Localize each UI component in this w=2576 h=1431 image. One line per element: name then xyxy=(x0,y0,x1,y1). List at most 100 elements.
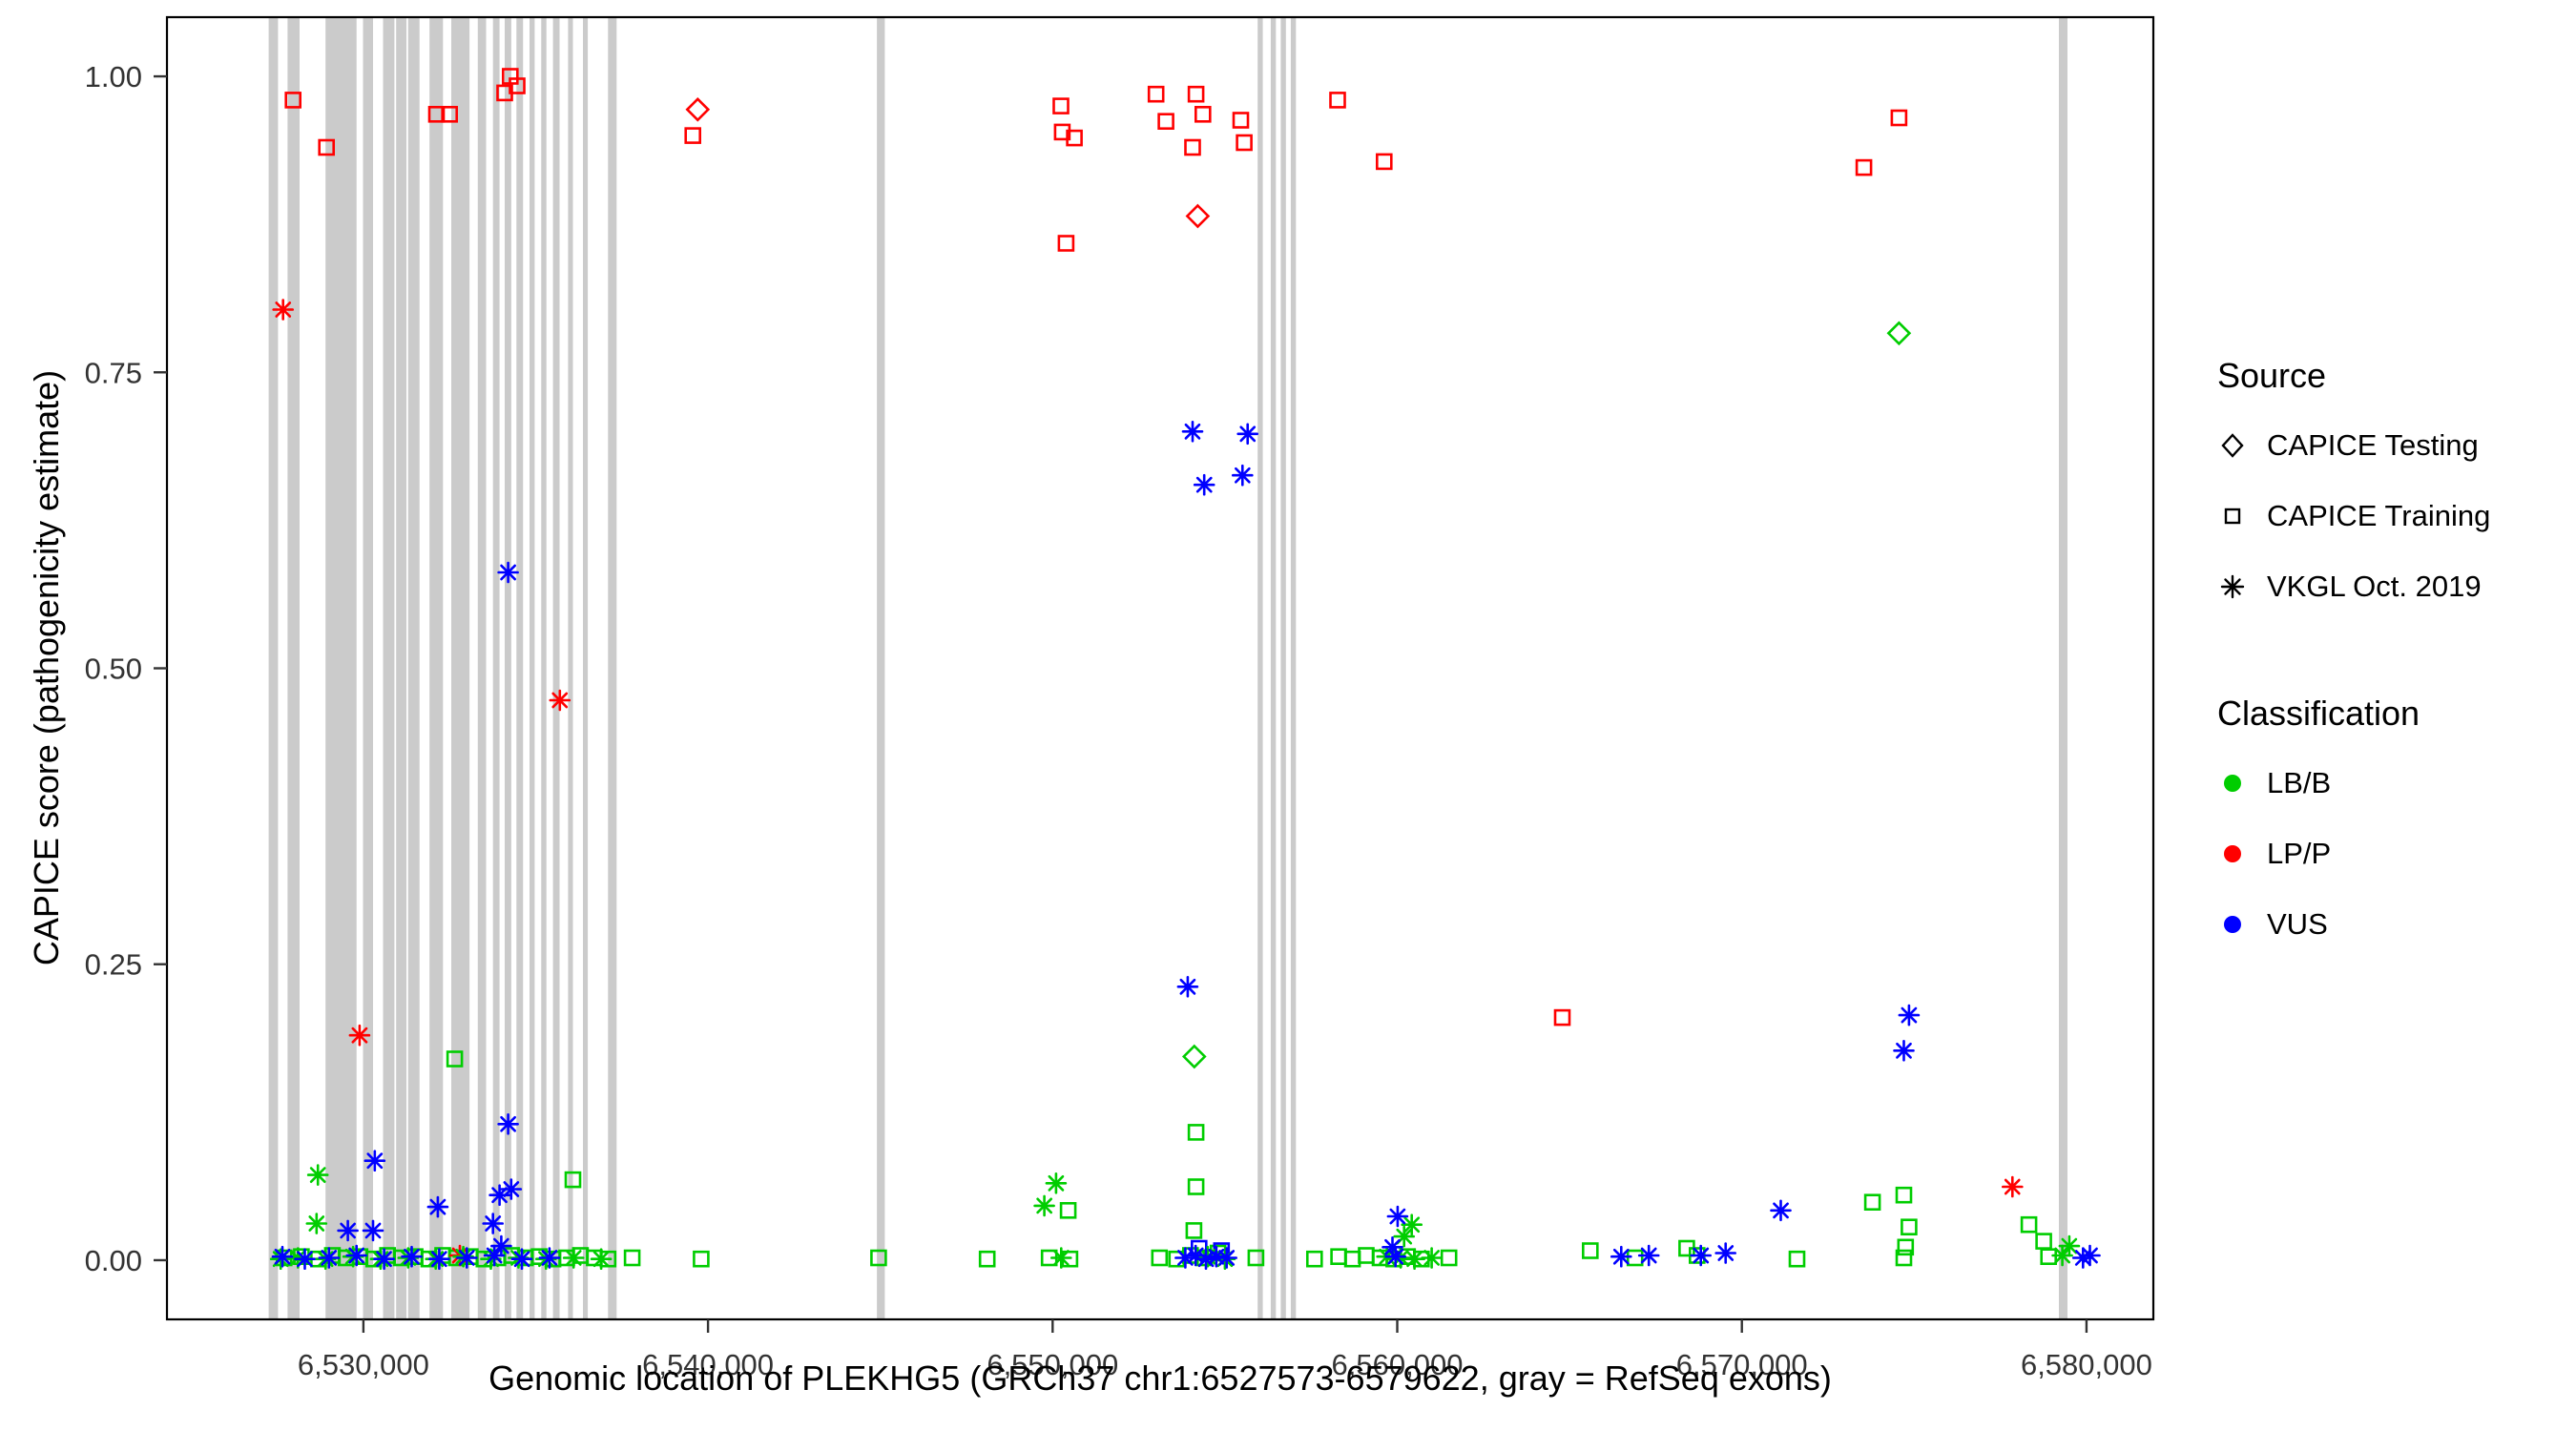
data-point-square xyxy=(441,106,459,123)
data-point-square xyxy=(870,1249,887,1267)
blue-dot-icon xyxy=(2224,916,2241,933)
data-point-asterisk xyxy=(1690,1244,1712,1267)
data-point-square xyxy=(1059,1202,1077,1219)
data-point-square xyxy=(1247,1249,1265,1267)
data-point-square xyxy=(2035,1233,2052,1250)
data-point-asterisk xyxy=(1232,464,1254,487)
data-point-square xyxy=(1052,97,1070,114)
legend-item-vus: VUS xyxy=(2217,901,2490,948)
data-point-square xyxy=(284,92,302,109)
data-point-asterisk xyxy=(1176,976,1199,998)
data-point-asterisk xyxy=(455,1247,478,1269)
exon-bar xyxy=(1270,17,1277,1319)
data-point-asterisk xyxy=(1403,1248,1425,1270)
exon-bar xyxy=(383,17,395,1319)
data-point-square xyxy=(1232,112,1250,129)
data-point-asterisk xyxy=(538,1247,561,1269)
data-point-diamond xyxy=(685,96,711,122)
legend-classification-title: Classification xyxy=(2217,694,2420,733)
data-point-square xyxy=(509,77,526,94)
x-tick-label: 6,580,000 xyxy=(2021,1348,2152,1381)
data-point-square xyxy=(446,1050,464,1068)
data-point-asterisk xyxy=(482,1213,505,1234)
legend-item-lbb: LB/B xyxy=(2217,759,2490,807)
data-point-asterisk xyxy=(373,1248,395,1270)
exon-bar xyxy=(451,17,470,1319)
legend-source-title: Source xyxy=(2217,356,2327,395)
data-point-asterisk xyxy=(510,1248,533,1270)
legend-item-capice-testing: CAPICE Testing xyxy=(2217,422,2490,469)
data-point-asterisk xyxy=(401,1245,423,1268)
data-point-asterisk xyxy=(562,1247,585,1269)
data-point-square xyxy=(1788,1250,1806,1268)
data-point-asterisk xyxy=(2058,1234,2081,1257)
data-point-square xyxy=(1901,1218,1918,1235)
data-point-asterisk xyxy=(1386,1205,1409,1228)
data-point-square xyxy=(1057,235,1075,252)
data-point-asterisk xyxy=(345,1244,368,1267)
data-point-asterisk xyxy=(348,1024,371,1047)
data-point-square xyxy=(1376,153,1393,171)
data-point-diamond xyxy=(1886,321,1912,346)
data-point-square xyxy=(1343,1250,1361,1268)
legend-item-label: CAPICE Testing xyxy=(2267,428,2479,462)
y-tick-label: 0.25 xyxy=(85,948,142,982)
exon-bar xyxy=(396,17,406,1319)
exon-bar xyxy=(552,17,560,1319)
data-point-square xyxy=(1306,1250,1323,1268)
x-tick-label: 6,540,000 xyxy=(642,1348,774,1381)
data-point-asterisk xyxy=(1610,1245,1632,1268)
data-point-square xyxy=(1187,1178,1205,1195)
data-point-asterisk xyxy=(318,1247,341,1269)
exon-bar xyxy=(530,17,535,1319)
asterisk-icon xyxy=(2220,574,2245,599)
data-point-asterisk xyxy=(1637,1244,1660,1267)
data-point-square xyxy=(1895,1249,1913,1267)
data-point-asterisk xyxy=(1384,1245,1406,1268)
legend-item-vkgl: VKGL Oct. 2019 xyxy=(2217,563,2490,611)
red-dot-icon xyxy=(2224,845,2241,862)
exon-bar xyxy=(2059,17,2067,1319)
data-point-square xyxy=(1897,1238,1915,1256)
data-point-square xyxy=(1157,113,1174,130)
exon-bar xyxy=(541,17,547,1319)
data-point-asterisk xyxy=(1045,1172,1068,1194)
y-tick-label: 0.00 xyxy=(85,1244,142,1277)
data-point-asterisk xyxy=(1215,1247,1237,1269)
data-point-asterisk xyxy=(2079,1244,2101,1267)
exon-bar xyxy=(505,17,511,1319)
legend-item-label: CAPICE Training xyxy=(2267,499,2491,532)
data-point-asterisk xyxy=(426,1195,449,1218)
exon-bar xyxy=(407,17,420,1319)
y-tick-label: 1.00 xyxy=(85,60,142,93)
data-point-asterisk xyxy=(1181,420,1204,443)
x-tick-label: 6,570,000 xyxy=(1676,1348,1808,1381)
exon-bar xyxy=(1257,17,1263,1319)
data-point-square xyxy=(1895,1186,1913,1204)
data-point-asterisk xyxy=(294,1248,316,1270)
data-point-asterisk xyxy=(1893,1040,1915,1062)
data-point-diamond xyxy=(1181,1044,1207,1069)
data-point-asterisk xyxy=(2002,1175,2024,1198)
data-point-asterisk xyxy=(305,1213,328,1234)
square-icon xyxy=(2224,508,2241,525)
data-point-square xyxy=(1184,138,1201,156)
data-point-square xyxy=(1151,1249,1169,1267)
data-point-asterisk xyxy=(271,1245,294,1268)
legend: Source CAPICE Testing CAPICE Training xyxy=(2217,355,2490,971)
exon-bar xyxy=(325,17,357,1319)
data-point-square xyxy=(1066,129,1083,147)
diamond-icon xyxy=(2221,433,2244,458)
data-point-asterisk xyxy=(1770,1199,1792,1222)
x-tick-label: 6,530,000 xyxy=(298,1348,429,1381)
data-point-square xyxy=(564,1171,582,1189)
data-point-square xyxy=(1582,1242,1599,1259)
data-point-asterisk xyxy=(590,1248,613,1270)
data-point-square xyxy=(1855,158,1873,176)
data-point-asterisk xyxy=(1714,1242,1736,1264)
data-point-square xyxy=(318,138,336,156)
data-point-square xyxy=(623,1249,641,1267)
data-point-asterisk xyxy=(483,1244,506,1267)
